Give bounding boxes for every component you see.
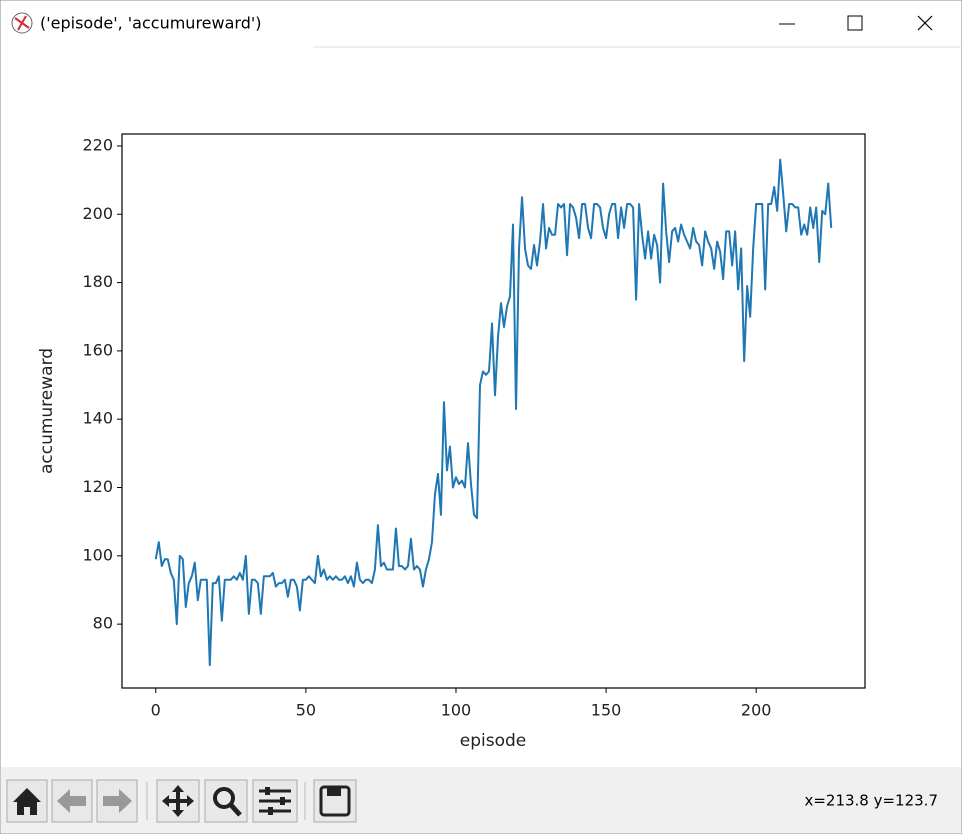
zoom-button[interactable] [204, 779, 248, 823]
y-tick-label: 200 [82, 204, 113, 223]
axes-frame [121, 133, 866, 689]
y-tick-label: 220 [82, 135, 113, 154]
zoom-icon [213, 787, 235, 809]
forward-icon [103, 789, 132, 813]
cursor-coordinates: x=213.8 y=123.7 [804, 792, 938, 810]
x-tick-label: 100 [441, 701, 472, 720]
y-tick-label: 100 [82, 545, 113, 564]
x-tick-label: 0 [151, 701, 161, 720]
home-icon [13, 788, 41, 815]
window-title: ('episode', 'accumureward') [40, 14, 262, 33]
close-button[interactable] [917, 15, 933, 31]
save-icon-shutter [327, 788, 341, 796]
y-tick-label: 140 [82, 409, 113, 428]
toolbar-buttons [6, 779, 357, 823]
app-icon-mark [14, 15, 30, 31]
data-line [154, 158, 833, 667]
plot-area [122, 134, 865, 688]
configure-knob [280, 797, 285, 805]
configure-knob [268, 807, 273, 815]
configure-knob [265, 787, 270, 795]
pan-icon [162, 785, 194, 817]
y-axis-label: accumureward [37, 348, 57, 474]
maximize-button[interactable] [847, 15, 863, 31]
configure-icon [259, 789, 291, 813]
y-tick-label: 120 [82, 477, 113, 496]
x-tick-label: 150 [591, 701, 622, 720]
y-tick-label: 80 [93, 614, 113, 633]
back-icon [57, 789, 86, 813]
x-tick-label: 50 [296, 701, 316, 720]
y-tick-label: 180 [82, 272, 113, 291]
x-axis-label: episode [460, 731, 526, 751]
zoom-icon-handle [229, 803, 242, 817]
y-tick-label: 160 [82, 340, 113, 359]
save-icon [319, 785, 351, 817]
x-tick-label: 200 [741, 701, 772, 720]
